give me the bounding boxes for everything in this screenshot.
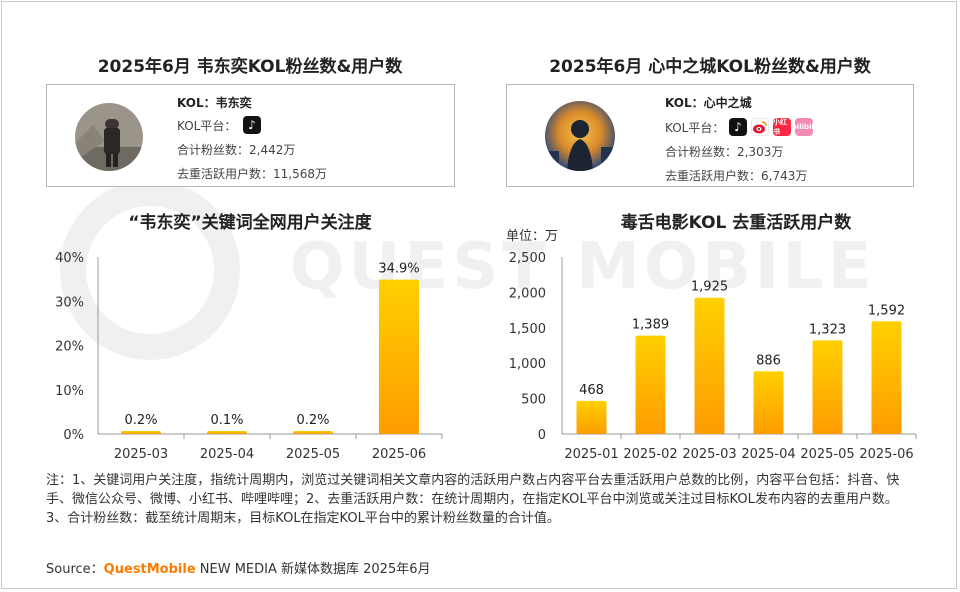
bar <box>635 335 666 434</box>
x-tick-label: 2025-04 <box>200 447 254 462</box>
douyin-icon: ♪ <box>243 116 261 134</box>
bar <box>753 371 784 434</box>
y-tick-label: 0% <box>63 428 84 443</box>
x-tick-label: 2025-03 <box>682 447 736 462</box>
y-tick-label: 2,500 <box>509 251 546 266</box>
x-tick-label: 2025-04 <box>741 447 795 462</box>
x-tick-label: 2025-01 <box>564 447 618 462</box>
bar-value-label: 886 <box>756 353 781 368</box>
bar-value-label: 0.1% <box>210 413 243 428</box>
footnote: 注：1、关键词用户关注度，指统计周期内，浏览过关键词相关文章内容的活跃用户数占内… <box>46 473 900 526</box>
kol-avatar <box>75 103 143 171</box>
right-panel-title: 2025年6月 心中之城KOL粉丝数&用户数 <box>549 57 871 77</box>
kol-fans: 合计粉丝数：2,303万 <box>665 145 784 159</box>
source-label: Source： <box>46 562 104 577</box>
left-kol-card: KOL：韦东奕 KOL平台： ♪ 合计粉丝数：2,442万 去重活跃用户数：11… <box>46 84 455 187</box>
bar-value-label: 1,925 <box>691 280 728 295</box>
bar-value-label: 1,323 <box>809 322 846 337</box>
kol-users: 去重活跃用户数：11,568万 <box>177 167 327 181</box>
source-line: Source：QuestMobile NEW MEDIA 新媒体数据库 2025… <box>46 558 431 577</box>
kol-platform-label: KOL平台： <box>177 119 237 133</box>
avatar-photo <box>75 103 143 171</box>
bar <box>293 431 333 434</box>
y-tick-label: 30% <box>55 295 84 310</box>
bar <box>207 431 247 434</box>
x-tick-label: 2025-05 <box>800 447 854 462</box>
y-tick-label: 40% <box>55 251 84 266</box>
x-tick-label: 2025-05 <box>286 447 340 462</box>
douyin-icon: ♪ <box>729 118 747 136</box>
weibo-icon <box>751 118 769 136</box>
kol-name: KOL：心中之城 <box>665 96 752 110</box>
chart-title: 毒舌电影KOL 去重活跃用户数 <box>621 212 853 233</box>
unit-label: 单位：万 <box>506 229 558 244</box>
bar <box>121 431 161 434</box>
bar-value-label: 0.2% <box>124 413 157 428</box>
avatar-illustration <box>545 101 615 171</box>
x-tick-label: 2025-06 <box>859 447 913 462</box>
x-tick-label: 2025-03 <box>114 447 168 462</box>
kol-avatar <box>545 101 615 171</box>
y-tick-label: 500 <box>521 393 546 408</box>
bar <box>576 400 607 434</box>
weibo-icon-shape <box>753 121 767 134</box>
kol-fans: 合计粉丝数：2,442万 <box>177 143 296 157</box>
y-tick-label: 1,500 <box>509 322 546 337</box>
y-tick-label: 20% <box>55 340 84 355</box>
bar-value-label: 34.9% <box>378 262 419 277</box>
kol-platform-icons: ♪ 小红书 bilibili <box>729 118 816 136</box>
bar-value-label: 468 <box>579 383 604 398</box>
kol-platform-icons: ♪ <box>243 116 261 134</box>
bar-value-label: 1,389 <box>632 318 669 333</box>
xiaohongshu-icon: 小红书 <box>773 118 791 136</box>
left-panel-title: 2025年6月 韦东奕KOL粉丝数&用户数 <box>97 57 403 77</box>
bar <box>812 340 843 434</box>
y-tick-label: 2,000 <box>509 286 546 301</box>
attention-bar-chart: “韦东奕”关键词全网用户关注度 0% 10% 20% 30% 40% 0.2% 2025-03… <box>55 212 443 462</box>
x-tick-label: 2025-02 <box>623 447 677 462</box>
source-rest: NEW MEDIA 新媒体数据库 2025年6月 <box>195 562 431 577</box>
kol-users: 去重活跃用户数：6,743万 <box>665 169 808 183</box>
x-tick-label: 2025-06 <box>372 447 426 462</box>
y-tick-label: 10% <box>55 384 84 399</box>
bar <box>694 297 725 434</box>
kol-name: KOL：韦东奕 <box>177 96 252 110</box>
bar-value-label: 1,592 <box>868 303 905 318</box>
right-kol-card: KOL：心中之城 KOL平台： ♪ 小红书 bilibili 合计粉丝数：2,3… <box>506 84 914 187</box>
bar <box>871 321 902 434</box>
bilibili-icon: bilibili <box>792 118 816 136</box>
y-tick-label: 1,000 <box>509 357 546 372</box>
bar-value-label: 0.2% <box>296 413 329 428</box>
source-brand: QuestMobile <box>103 562 196 577</box>
kol-platform-label: KOL平台： <box>665 121 725 135</box>
y-tick-label: 0 <box>538 428 546 443</box>
bar <box>379 279 419 434</box>
chart-title: “韦东奕”关键词全网用户关注度 <box>128 212 372 233</box>
